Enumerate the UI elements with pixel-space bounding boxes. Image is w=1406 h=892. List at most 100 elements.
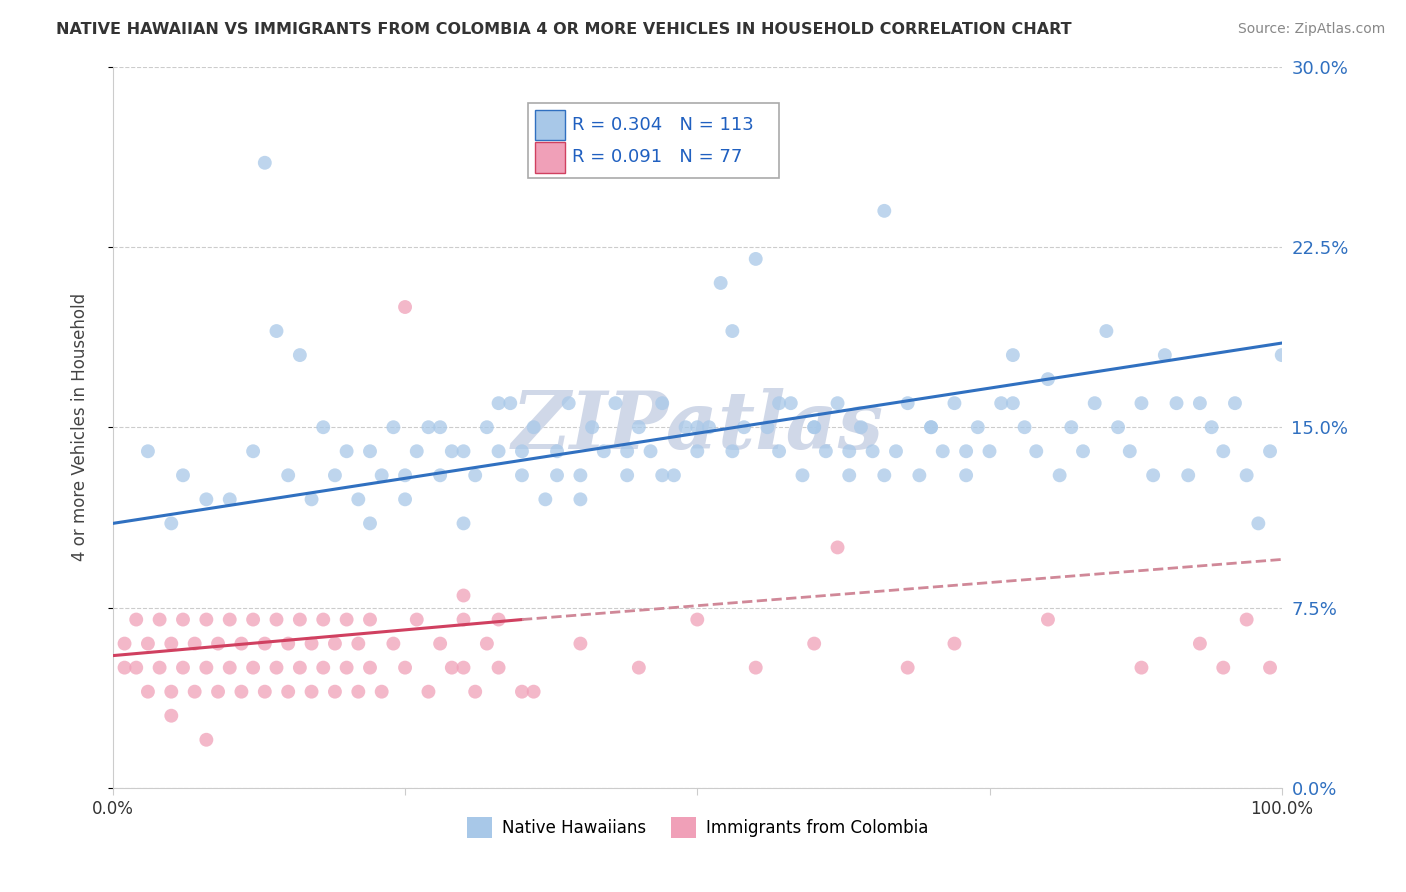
Point	[1258, 660, 1281, 674]
Point	[616, 444, 638, 458]
Text: R = 0.304   N = 113: R = 0.304 N = 113	[572, 116, 754, 134]
Point	[569, 492, 592, 507]
Point	[1188, 637, 1211, 651]
Point	[114, 637, 136, 651]
Point	[569, 468, 592, 483]
Point	[440, 444, 463, 458]
Point	[897, 660, 920, 674]
Point	[640, 444, 662, 458]
Point	[721, 324, 744, 338]
Point	[440, 660, 463, 674]
Point	[768, 444, 790, 458]
Point	[1166, 396, 1188, 410]
Point	[792, 468, 814, 483]
Point	[301, 492, 323, 507]
Point	[569, 637, 592, 651]
Point	[301, 684, 323, 698]
Point	[394, 660, 416, 674]
Point	[932, 444, 955, 458]
Point	[814, 444, 837, 458]
Point	[523, 684, 546, 698]
Point	[160, 637, 183, 651]
FancyBboxPatch shape	[534, 110, 565, 140]
Point	[627, 420, 650, 434]
Point	[266, 324, 288, 338]
Point	[838, 444, 860, 458]
Point	[616, 468, 638, 483]
Point	[382, 637, 405, 651]
Point	[160, 516, 183, 531]
Point	[1025, 444, 1047, 458]
Point	[347, 492, 370, 507]
Point	[943, 637, 966, 651]
Point	[779, 396, 801, 410]
Point	[266, 660, 288, 674]
Point	[195, 732, 218, 747]
Point	[429, 468, 451, 483]
Point	[160, 708, 183, 723]
Point	[745, 660, 768, 674]
Point	[405, 444, 427, 458]
Point	[347, 637, 370, 651]
Point	[418, 684, 440, 698]
Point	[1107, 420, 1129, 434]
Point	[183, 637, 205, 651]
Point	[312, 420, 335, 434]
Point	[884, 444, 907, 458]
Point	[475, 420, 498, 434]
Point	[207, 684, 229, 698]
Point	[382, 420, 405, 434]
Point	[125, 613, 148, 627]
Point	[429, 420, 451, 434]
Point	[721, 444, 744, 458]
Point	[359, 444, 381, 458]
Point	[873, 203, 896, 218]
Point	[605, 396, 627, 410]
Point	[336, 613, 359, 627]
Point	[510, 468, 533, 483]
Point	[1247, 516, 1270, 531]
Point	[195, 492, 218, 507]
Point	[172, 468, 194, 483]
Point	[183, 684, 205, 698]
Point	[697, 420, 720, 434]
Point	[955, 468, 977, 483]
Point	[1036, 613, 1059, 627]
Point	[1236, 468, 1258, 483]
Point	[990, 396, 1012, 410]
Point	[195, 660, 218, 674]
Point	[849, 420, 872, 434]
Point	[686, 444, 709, 458]
Point	[534, 492, 557, 507]
Point	[1212, 660, 1234, 674]
Point	[1223, 396, 1246, 410]
Point	[1236, 613, 1258, 627]
Point	[231, 637, 253, 651]
Point	[710, 276, 733, 290]
Point	[218, 660, 240, 674]
Point	[359, 516, 381, 531]
Point	[136, 444, 159, 458]
Point	[827, 541, 849, 555]
Point	[359, 613, 381, 627]
Point	[1084, 396, 1107, 410]
Point	[1130, 660, 1153, 674]
Point	[523, 420, 546, 434]
Point	[323, 637, 346, 651]
Point	[336, 660, 359, 674]
Point	[394, 468, 416, 483]
Point	[488, 660, 510, 674]
Point	[312, 660, 335, 674]
Point	[488, 613, 510, 627]
Point	[242, 613, 264, 627]
Point	[323, 468, 346, 483]
Point	[136, 637, 159, 651]
Point	[862, 444, 884, 458]
Point	[160, 684, 183, 698]
Point	[546, 444, 568, 458]
Point	[336, 444, 359, 458]
Point	[1036, 372, 1059, 386]
Point	[1153, 348, 1175, 362]
Point	[266, 613, 288, 627]
Point	[1001, 348, 1024, 362]
